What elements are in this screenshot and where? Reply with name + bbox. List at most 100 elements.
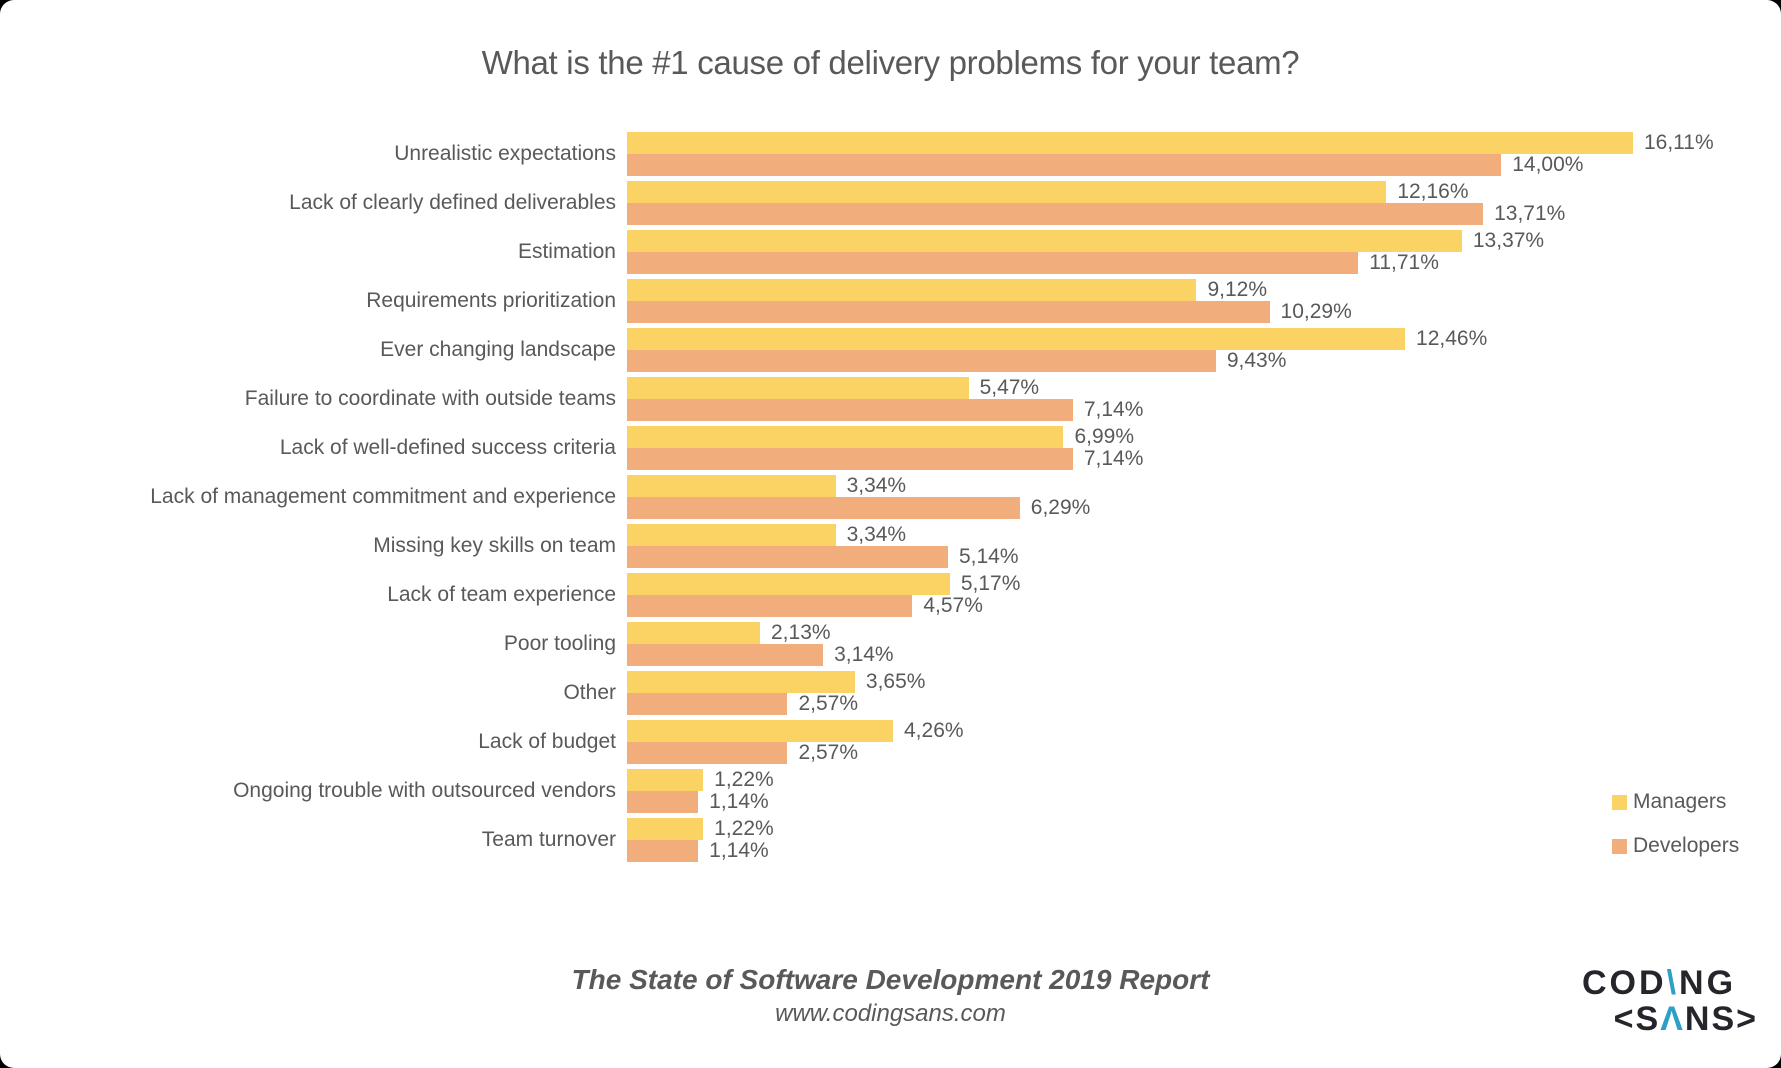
value-label: 6,29% [1030,496,1091,519]
value-label: 4,57% [923,594,983,617]
bar-line: 3,34% [627,524,1751,546]
bar-pair: 3,34% 5,14% [627,524,1751,568]
chart-row: Failure to coordinate with outside teams… [40,377,1740,421]
value-label: 7,14% [1083,447,1144,470]
managers-bar [627,475,836,497]
managers-bar [627,132,1633,154]
category-label: Ever changing landscape [380,338,616,361]
managers-bar [627,818,704,840]
chart-row: Lack of clearly defined deliverables 12,1… [40,181,1740,225]
category-label: Other [563,681,616,704]
logo-line-sans: <SΛNS> [1582,1002,1758,1036]
value-label: 2,57% [798,692,859,715]
developers-bar [627,301,1270,323]
developers-bar [627,693,788,715]
developers-bar [627,350,1216,372]
developers-bar [627,595,913,617]
report-title: The State of Software Development 2019 R… [571,964,1210,995]
value-label: 2,57% [798,741,859,764]
category-label: Estimation [517,240,616,263]
bar-line: 2,57% [627,693,1751,715]
value-label: 9,12% [1207,278,1268,301]
value-label: 3,14% [834,643,894,666]
bar-pair: 1,22% 1,14% [627,769,1751,813]
category-label: Unrealistic expectations [394,142,616,165]
value-label: 1,14% [709,839,769,862]
bar-line: 16,11% [627,132,1751,154]
bar-pair: 4,26% 2,57% [627,720,1751,764]
chart-row: Ever changing landscape 12,46% 9,43% [40,328,1740,372]
value-label: 9,43% [1226,349,1287,372]
bar-pair: 3,65% 2,57% [627,671,1751,715]
logo-text: COD [1582,964,1667,1002]
bar-line: 5,17% [627,573,1751,595]
developers-bar [627,742,788,764]
bar-chart: Unrealistic expectations 16,11% 14,00% Lack… [40,132,1740,867]
legend-label: Managers [1633,790,1727,813]
managers-bar [627,279,1197,301]
chart-row: Unrealistic expectations 16,11% 14,00% [40,132,1740,176]
bar-line: 1,14% [627,840,1751,862]
chart-rows: Unrealistic expectations 16,11% 14,00% Lack… [40,132,1740,862]
value-label: 5,14% [958,545,1019,568]
bar-line: 6,29% [627,497,1751,519]
value-label: 3,34% [846,523,907,546]
category-label: Requirements prioritization [366,289,616,312]
bar-pair: 12,16% 13,71% [627,181,1751,225]
developers-bar [627,791,699,813]
developers-bar [627,840,699,862]
value-label: 7,14% [1083,398,1144,421]
category-label: Ongoing trouble with outsourced vendors [233,779,616,802]
bar-line: 6,99% [627,426,1751,448]
developers-bar [627,448,1073,470]
legend-entry-developers: Developers [1612,834,1739,858]
legend-entry-managers: Managers [1612,790,1739,814]
developers-bar [627,154,1502,176]
chart-row: Poor tooling 2,13% 3,14% [40,622,1740,666]
value-label: 10,29% [1280,300,1352,323]
codingsans-logo: COD\NG <SΛNS> [1582,966,1758,1036]
managers-bar [627,181,1387,203]
chart-row: Requirements prioritization 9,12% 10,29% [40,279,1740,323]
bar-line: 2,57% [627,742,1751,764]
developers-bar [627,546,948,568]
category-label: Failure to coordinate with outside teams [244,387,616,410]
managers-bar [627,622,760,644]
managers-bar [627,377,969,399]
category-label: Lack of clearly defined deliverables [289,191,616,214]
legend: Managers Developers [1612,790,1739,858]
bar-line: 1,22% [627,769,1751,791]
value-label: 2,13% [771,621,831,644]
value-label: 13,37% [1472,229,1545,252]
bar-pair: 2,13% 3,14% [627,622,1751,666]
bar-line: 3,34% [627,475,1751,497]
value-label: 4,26% [904,719,964,742]
bar-line: 13,37% [627,230,1751,252]
category-label: Poor tooling [503,632,616,655]
logo-text: NS> [1684,1000,1758,1038]
value-label: 3,34% [846,474,907,497]
managers-bar [627,769,704,791]
bar-line: 5,14% [627,546,1751,568]
bar-pair: 12,46% 9,43% [627,328,1751,372]
value-label: 13,71% [1494,202,1566,225]
category-label: Lack of budget [478,730,616,753]
value-label: 16,11% [1643,131,1714,154]
bar-line: 2,13% [627,622,1751,644]
logo-accent-lambda: Λ [1660,1000,1685,1038]
bar-line: 9,12% [627,279,1751,301]
value-label: 1,14% [709,790,769,813]
managers-bar [627,671,855,693]
bar-line: 13,71% [627,203,1751,225]
chart-title: What is the #1 cause of delivery problem… [481,44,1300,81]
logo-text: <S [1613,1000,1661,1038]
bar-line: 12,16% [627,181,1751,203]
bar-pair: 6,99% 7,14% [627,426,1751,470]
bar-pair: 1,22% 1,14% [627,818,1751,862]
bar-pair: 13,37% 11,71% [627,230,1751,274]
value-label: 11,71% [1369,251,1439,274]
value-label: 1,22% [714,768,774,791]
chart-row: Estimation 13,37% 11,71% [40,230,1740,274]
value-label: 5,47% [979,376,1040,399]
